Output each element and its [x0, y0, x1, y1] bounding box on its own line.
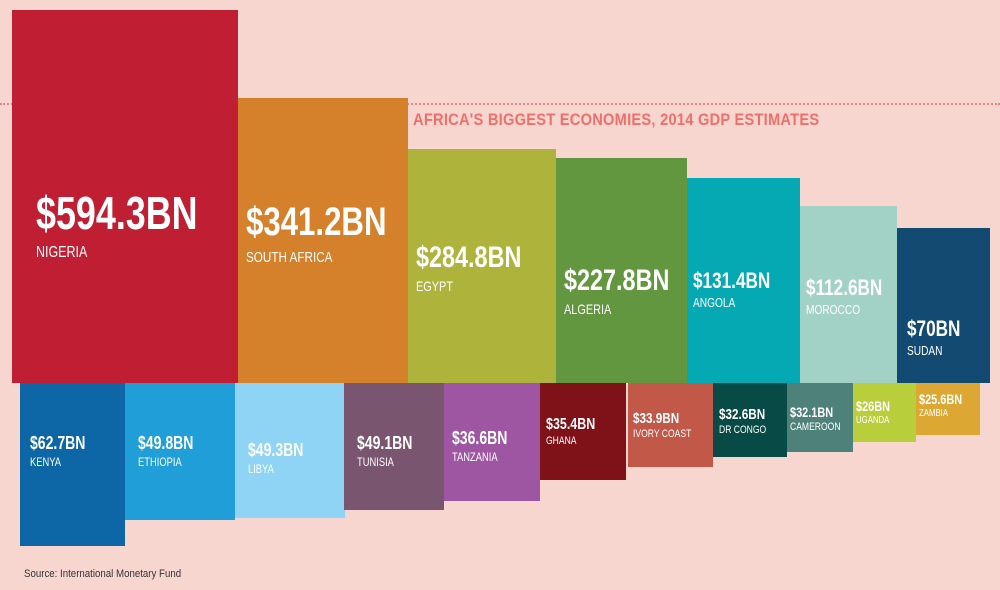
value-label: $49.1BN [357, 433, 413, 453]
bar-label: $33.9BN IVORY COAST [633, 411, 691, 440]
country-label: ALGERIA [564, 301, 612, 317]
value-label: $49.8BN [138, 433, 194, 453]
bar-ethiopia: $49.8BN ETHIOPIA [125, 383, 235, 520]
bar-sudan: $70BN SUDAN [897, 228, 990, 383]
bar-south-africa: $341.2BN SOUTH AFRICA [238, 98, 408, 383]
country-label: LIBYA [248, 462, 274, 476]
bar-label: $62.7BN KENYA [30, 434, 85, 468]
value-label: $131.4BN [693, 268, 771, 293]
chart-title: AFRICA'S BIGGEST ECONOMIES, 2014 GDP EST… [413, 110, 820, 129]
bar-tunisia: $49.1BN TUNISIA [344, 383, 444, 510]
bar-algeria: $227.8BN ALGERIA [556, 158, 687, 383]
country-label: KENYA [30, 455, 62, 469]
value-label: $33.9BN [633, 410, 680, 427]
bar-label: $26BN UGANDA [856, 399, 890, 426]
country-label: TANZANIA [452, 450, 498, 464]
dotted-guide-line [0, 103, 1000, 105]
country-label: ETHIOPIA [138, 455, 182, 469]
bar-nigeria: $594.3BN NIGERIA [12, 10, 238, 383]
value-label: $341.2BN [246, 200, 387, 244]
bar-tanzania: $36.6BN TANZANIA [444, 383, 540, 501]
country-label: UGANDA [856, 415, 890, 426]
bar-libya: $49.3BN LIBYA [235, 383, 345, 518]
country-label: MOROCCO [806, 302, 861, 317]
bar-label: $49.1BN TUNISIA [357, 434, 412, 468]
bar-uganda: $26BN UGANDA [853, 383, 916, 442]
bar-label: $70BN SUDAN [907, 316, 961, 358]
bar-egypt: $284.8BN EGYPT [408, 149, 556, 383]
bar-angola: $131.4BN ANGOLA [687, 178, 800, 383]
value-label: $49.3BN [248, 440, 304, 460]
country-label: ZAMBIA [919, 408, 949, 419]
country-label: SUDAN [907, 343, 943, 358]
country-label: ANGOLA [693, 295, 736, 310]
country-label: DR CONGO [719, 424, 767, 436]
bar-dr-congo: $32.6BN DR CONGO [713, 383, 787, 457]
bar-label: $341.2BN SOUTH AFRICA [246, 202, 386, 265]
bar-label: $36.6BN TANZANIA [452, 429, 507, 463]
value-label: $284.8BN [416, 241, 522, 274]
country-label: IVORY COAST [633, 428, 692, 440]
value-label: $62.7BN [30, 433, 86, 453]
value-label: $594.3BN [36, 187, 198, 239]
bar-label: $32.1BN CAMEROON [790, 405, 841, 433]
bar-ghana: $35.4BN GHANA [540, 383, 626, 480]
bar-label: $35.4BN GHANA [546, 417, 595, 447]
bar-label: $112.6BN MOROCCO [806, 275, 883, 317]
bar-label: $284.8BN EGYPT [416, 241, 522, 294]
country-label: TUNISIA [357, 455, 394, 469]
bar-label: $49.8BN ETHIOPIA [138, 434, 193, 468]
country-label: EGYPT [416, 278, 454, 294]
country-label: SOUTH AFRICA [246, 249, 333, 266]
bar-ivory-coast: $33.9BN IVORY COAST [628, 383, 713, 467]
bar-label: $594.3BN NIGERIA [36, 190, 198, 261]
value-label: $36.6BN [452, 428, 508, 448]
bar-kenya: $62.7BN KENYA [20, 383, 125, 546]
value-label: $35.4BN [546, 416, 596, 433]
value-label: $32.6BN [719, 406, 766, 423]
country-label: NIGERIA [36, 244, 88, 261]
bar-label: $131.4BN ANGOLA [693, 268, 771, 310]
bar-label: $25.6BN ZAMBIA [919, 392, 962, 419]
bar-cameroon: $32.1BN CAMEROON [787, 383, 853, 452]
bar-zambia: $25.6BN ZAMBIA [916, 383, 980, 435]
value-label: $25.6BN [919, 391, 963, 407]
bar-morocco: $112.6BN MOROCCO [800, 206, 897, 383]
bar-label: $227.8BN ALGERIA [564, 264, 670, 317]
value-label: $112.6BN [806, 275, 883, 300]
value-label: $32.1BN [790, 404, 834, 420]
value-label: $70BN [907, 316, 961, 341]
bar-label: $49.3BN LIBYA [248, 441, 303, 475]
value-label: $26BN [856, 398, 891, 414]
country-label: CAMEROON [790, 421, 841, 433]
country-label: GHANA [546, 435, 577, 447]
value-label: $227.8BN [564, 264, 670, 297]
bar-label: $32.6BN DR CONGO [719, 407, 766, 436]
source-note: Source: International Monetary Fund [24, 568, 182, 580]
